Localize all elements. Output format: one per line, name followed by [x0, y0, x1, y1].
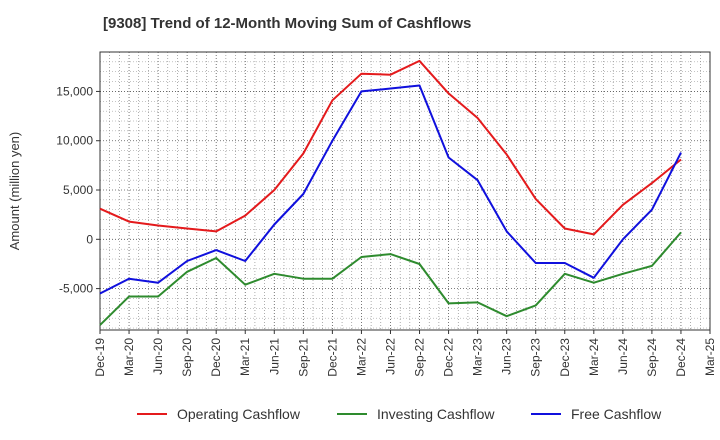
x-tick-label: Jun-21 — [267, 338, 281, 375]
y-tick-label: 0 — [86, 232, 93, 246]
x-tick-label: Sep-22 — [413, 338, 427, 377]
y-axis-label: Amount (million yen) — [7, 132, 22, 251]
x-tick-label: Mar-20 — [122, 338, 136, 376]
x-tick-label: Jun-23 — [500, 338, 514, 375]
y-tick-label: 10,000 — [56, 134, 93, 148]
x-tick-label: Dec-20 — [209, 338, 223, 377]
x-tick-label: Sep-24 — [645, 338, 659, 377]
x-tick-label: Jun-20 — [151, 338, 165, 375]
x-tick-label: Mar-24 — [587, 338, 601, 376]
x-tick-label: Dec-22 — [442, 338, 456, 377]
legend-label: Investing Cashflow — [377, 406, 495, 422]
plot-area — [100, 52, 710, 330]
series-line-operating-cashflow — [99, 59, 682, 236]
series-line-investing-cashflow — [99, 231, 682, 326]
plot-frame — [99, 51, 711, 331]
series-line-free-cashflow — [99, 84, 682, 295]
x-tick-label: Dec-23 — [558, 338, 572, 377]
x-tick-label: Dec-19 — [93, 338, 107, 377]
x-tick-label: Jun-22 — [383, 338, 397, 375]
x-tick-label: Jun-24 — [616, 338, 630, 375]
legend-label: Operating Cashflow — [177, 406, 301, 422]
x-tick-label: Sep-23 — [529, 338, 543, 377]
x-tick-label: Sep-21 — [296, 338, 310, 377]
y-tick-label: 15,000 — [56, 84, 93, 98]
chart-title: [9308] Trend of 12-Month Moving Sum of C… — [103, 15, 472, 32]
x-tick-label: Mar-25 — [703, 338, 717, 376]
x-tick-label: Mar-23 — [471, 338, 485, 376]
x-tick-label: Mar-21 — [238, 338, 252, 376]
x-tick-label: Dec-21 — [325, 338, 339, 377]
y-tick-label: 5,000 — [63, 183, 93, 197]
x-tick-label: Sep-20 — [180, 338, 194, 377]
x-tick-label: Dec-24 — [674, 338, 688, 377]
legend-label: Free Cashflow — [571, 406, 662, 422]
y-tick-label: -5,000 — [59, 282, 93, 296]
x-tick-label: Mar-22 — [354, 338, 368, 376]
